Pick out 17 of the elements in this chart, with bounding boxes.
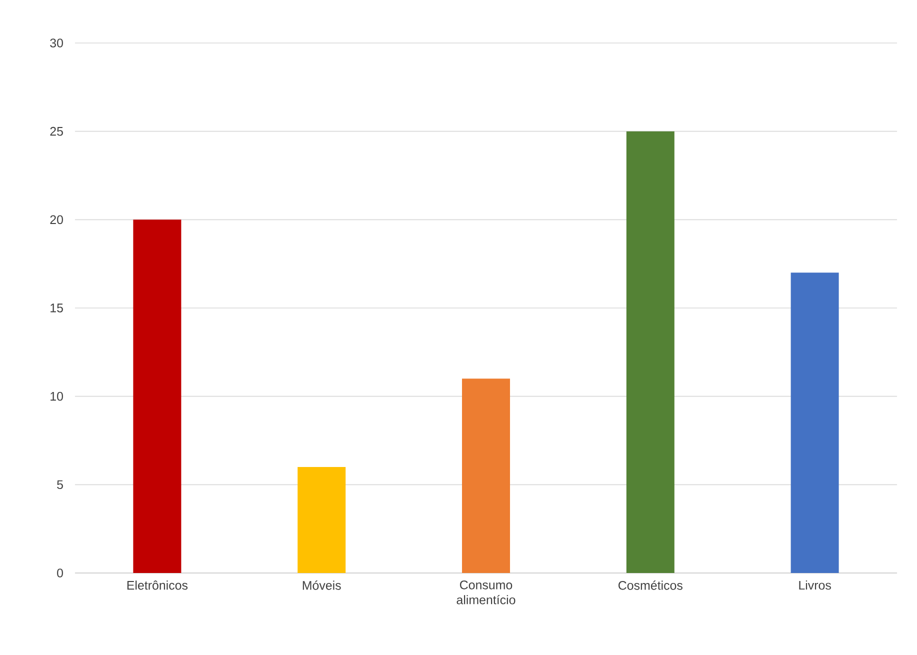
bar	[298, 467, 346, 573]
y-tick-label: 15	[50, 304, 63, 312]
x-tick-label: Eletrônicos	[127, 580, 188, 590]
bar	[133, 220, 182, 573]
bar	[790, 272, 839, 573]
y-tick-label: 5	[57, 480, 63, 490]
y-tick-label: 10	[50, 392, 63, 401]
x-tick-label: Livros	[799, 580, 831, 590]
y-tick-label: 30	[50, 38, 63, 48]
x-tick-label: Cosméticos	[618, 580, 682, 590]
bar	[626, 131, 674, 573]
x-tick-label: Móveis	[302, 580, 341, 590]
y-tick-label: 25	[50, 126, 63, 136]
y-tick-label: 20	[50, 215, 63, 224]
bar	[462, 378, 510, 573]
x-tick-label: Consumo alimentício	[456, 580, 516, 604]
y-tick-label: 0	[57, 568, 63, 578]
